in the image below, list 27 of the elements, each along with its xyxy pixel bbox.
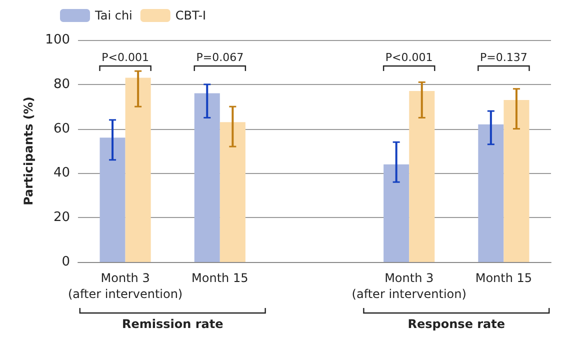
y-tick-label: 60 (53, 121, 70, 136)
y-tick-label: 0 (62, 254, 70, 270)
bar (384, 164, 410, 262)
y-tick-label: 40 (53, 166, 70, 181)
annotation: P=0.137 (480, 51, 528, 64)
bar (100, 138, 126, 262)
y-tick-label: 80 (53, 76, 70, 92)
annotation: P=0.067 (196, 51, 244, 64)
x-tick-label: Month 3 (after intervention) (68, 271, 183, 301)
x-tick-label: Month 15 (192, 271, 248, 285)
x-tick-label: Month 15 (475, 271, 532, 285)
y-tick-label: 20 (53, 210, 70, 226)
text: Remission rate (122, 317, 224, 331)
x-tick-label: Month 3 (after intervention) (352, 271, 466, 301)
legend-label: CBT-I (175, 8, 206, 22)
bar (478, 124, 504, 262)
bar (504, 100, 530, 262)
legend-label: Tai chi (94, 8, 132, 22)
bar (125, 78, 151, 262)
bar (409, 91, 435, 262)
y-axis-title: Participants (%) (21, 96, 36, 206)
bar (220, 122, 246, 262)
annotation: P<0.001 (102, 51, 149, 64)
y-tick-label: 100 (45, 32, 70, 48)
text: Response rate (408, 317, 506, 331)
annotation: P<0.001 (385, 51, 433, 64)
bar (194, 93, 220, 262)
